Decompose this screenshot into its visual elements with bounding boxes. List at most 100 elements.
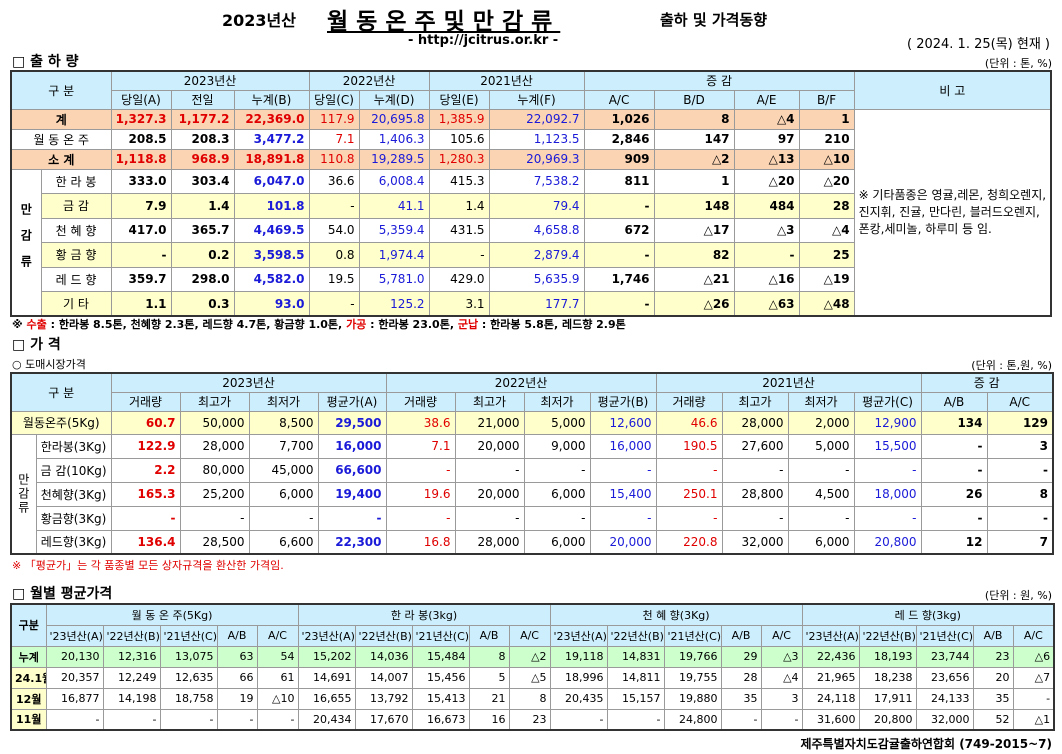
cell: 2023년산 <box>110 70 310 91</box>
cell: 28 <box>720 666 762 689</box>
footnote-part: : 한라봉 8.5톤, 천혜향 2.3톤, 레드향 4.7톤, 황금향 1.0톤… <box>46 318 347 331</box>
cell: 66,600 <box>317 457 387 483</box>
cell: △7 <box>1012 666 1055 689</box>
cell: 5,000 <box>787 433 855 459</box>
cell: 19,118 <box>549 645 608 668</box>
cell: - <box>385 505 456 531</box>
cell: △10 <box>256 687 299 710</box>
price-table: 구 분 2023년산 2022년산 2021년산 증 감 거래량 최고가 최저가 평균가(A) 거… <box>10 372 1054 555</box>
cell: A/E <box>733 89 800 110</box>
cell: 8 <box>986 481 1054 507</box>
footnote-part: 수출 <box>26 318 47 331</box>
cell: 당일(E) <box>428 89 490 110</box>
cell: 7.1 <box>385 433 456 459</box>
cell: 12,900 <box>853 410 922 435</box>
cell: 20 <box>972 666 1014 689</box>
cell: 한라봉(3Kg) <box>35 433 112 459</box>
cell: 0.2 <box>170 242 235 268</box>
data-row: 레드향(3Kg) 136.4 28,500 6,600 22,300 16.8 28,000… <box>11 529 1054 555</box>
cell: 3,598.5 <box>233 242 310 268</box>
cell: 2021년산 <box>655 372 922 393</box>
cell: - <box>583 193 655 219</box>
cell: 1,118.8 <box>110 148 172 170</box>
cell: 250.1 <box>655 481 723 507</box>
cell: 11월 <box>10 708 47 731</box>
cell: 15,400 <box>589 481 657 507</box>
cell: 20,000 <box>454 481 525 507</box>
cell: - <box>102 708 161 731</box>
cell: 황 금 향 <box>40 242 112 268</box>
section-title: □ 가 격 <box>12 337 61 353</box>
cell: 6,000 <box>523 481 591 507</box>
cell: 13,792 <box>354 687 413 710</box>
data-row: 11월 - - - - -20,434 17,670 16,673 16 23- -24,800- -… <box>10 708 1055 731</box>
cell: - <box>523 457 591 483</box>
cell: 15,456 <box>411 666 470 689</box>
cell: A/B <box>972 624 1014 647</box>
cell: 16,673 <box>411 708 470 731</box>
section-title: □ 월별 평균가격 <box>12 586 113 602</box>
cell: 19 <box>216 687 258 710</box>
cell: A/C <box>1012 624 1055 647</box>
cell: 거래량 <box>385 391 456 412</box>
cell: 12,635 <box>159 666 218 689</box>
cell: 4,582.0 <box>233 266 310 292</box>
cell: △2 <box>508 645 551 668</box>
title: 월동온주및만감류 <box>327 9 561 35</box>
cell: 16,000 <box>589 433 657 459</box>
cell: - <box>853 457 922 483</box>
cell: 29 <box>720 645 762 668</box>
cell: '21년산(C) <box>411 624 470 647</box>
cell: 17,670 <box>354 708 413 731</box>
cell: 147 <box>653 128 735 150</box>
cell: 3.1 <box>428 291 490 317</box>
cell: 레 드 향 <box>40 266 112 292</box>
cell: 484 <box>733 193 800 219</box>
cell: 38.6 <box>385 410 456 435</box>
cell: 거래량 <box>655 391 723 412</box>
cell: 15,202 <box>297 645 356 668</box>
cell: '21년산(C) <box>663 624 722 647</box>
cell: 만감류 <box>10 433 37 555</box>
cell: 29,500 <box>317 410 387 435</box>
cell: 429.0 <box>428 266 490 292</box>
cell: 20,357 <box>45 666 104 689</box>
cell: 5,635.9 <box>488 266 585 292</box>
data-row: 금 감(10Kg) 2.2 80,000 45,000 66,600- - - - - - - - - - <box>11 457 1054 483</box>
year: 2023년산 <box>222 11 296 30</box>
cell: 19,880 <box>663 687 722 710</box>
cell: A/C <box>256 624 299 647</box>
cell: 기 타 <box>40 291 112 317</box>
cell: 28,000 <box>179 433 250 459</box>
cell: 3,477.2 <box>233 128 310 150</box>
cell: 2.2 <box>110 457 181 483</box>
cell: 36.6 <box>308 168 360 194</box>
cell: 12,249 <box>102 666 161 689</box>
data-row: 소 계 1,118.8 968.9 18,891.8 110.8 19,289.5 1,28… <box>10 148 1051 170</box>
data-row: 24.1월20,35712,24912,635666114,69114,0071… <box>10 666 1055 689</box>
cell: 25 <box>798 242 855 268</box>
cell: 21,000 <box>454 410 525 435</box>
cell: 당일(C) <box>308 89 360 110</box>
cell: 2023년산 <box>110 372 387 393</box>
cell: 24,133 <box>915 687 974 710</box>
cell: 20,800 <box>858 708 917 731</box>
cell: - <box>308 291 360 317</box>
cell: 14,198 <box>102 687 161 710</box>
cell: 177.7 <box>488 291 585 317</box>
cell: 1,385.9 <box>428 108 490 130</box>
cell: 19,289.5 <box>358 148 430 170</box>
cell: 14,007 <box>354 666 413 689</box>
cell: 20,435 <box>549 687 608 710</box>
cell: - <box>721 457 789 483</box>
cell: 1,177.2 <box>170 108 235 130</box>
cell: 5,781.0 <box>358 266 430 292</box>
footnote-part: ※ <box>12 318 27 331</box>
cell: - <box>720 708 762 731</box>
cell: 93.0 <box>233 291 310 317</box>
header-row: 거래량 최고가 최저가 평균가(A) 거래량 최고가 최저가 평균가(B) 거래량 최고가 최저가 평… <box>11 391 1054 412</box>
cell: 소 계 <box>10 148 112 170</box>
header-row: 구분 월 동 온 주(5Kg) 한 라 봉(3kg) 천 혜 향(3Kg) 레 드 향(… <box>10 603 1055 647</box>
cell: 359.7 <box>110 266 172 292</box>
